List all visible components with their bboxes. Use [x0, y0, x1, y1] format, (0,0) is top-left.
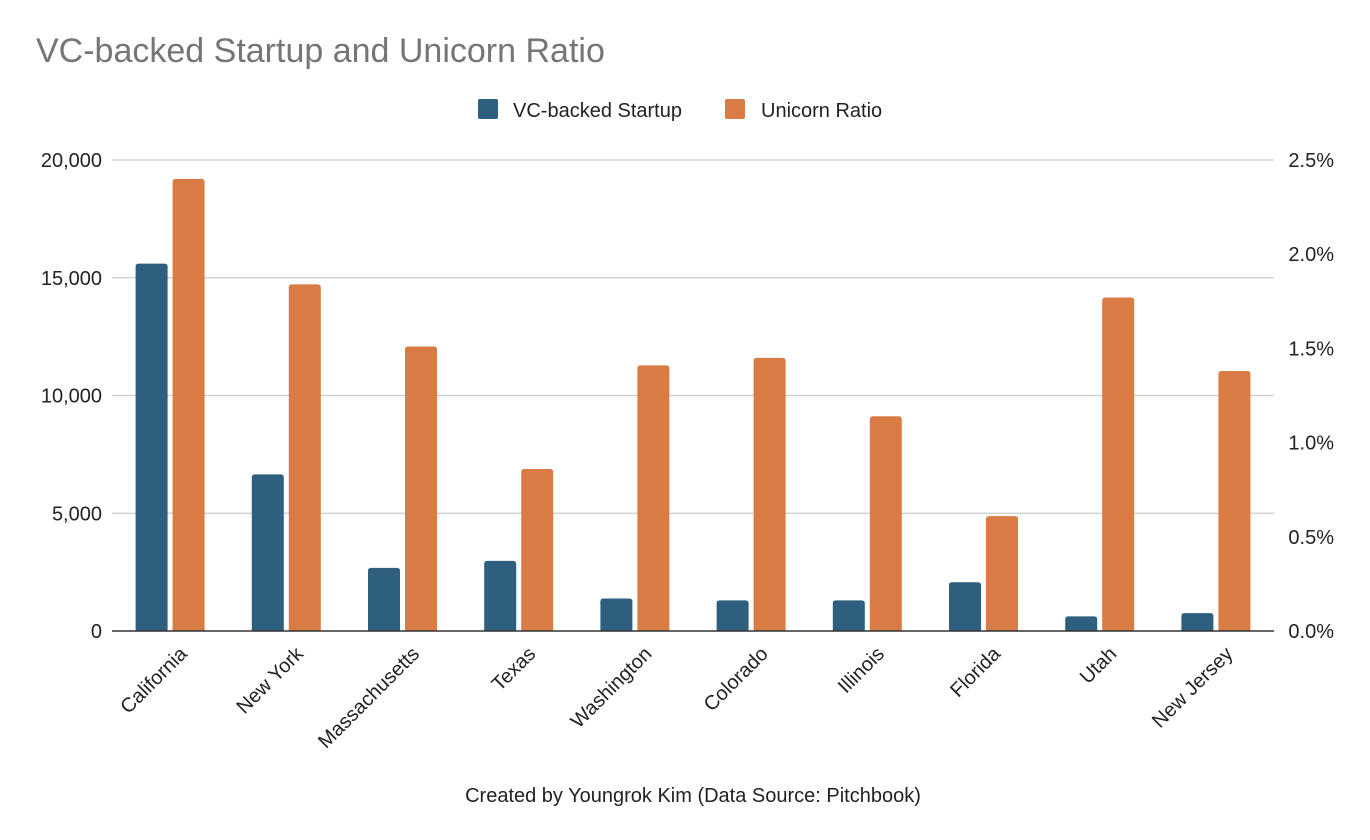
bar-vc-backed-startup-illinois: [832, 600, 865, 631]
bar-vc-backed-startup-massachusetts: [368, 567, 400, 631]
bars: [135, 178, 1251, 631]
y-left-tick-label: 20,000: [41, 150, 102, 172]
bar-unicorn-ratio-california: [172, 178, 205, 631]
bar-unicorn-ratio-new-york: [288, 284, 321, 631]
legend-label-unicorn-ratio: Unicorn Ratio: [761, 100, 882, 122]
y-right-tick-label: 2.0%: [1288, 244, 1334, 266]
y-right-tick-label: 0.5%: [1288, 527, 1334, 549]
legend-swatch-vc-backed-startup: [478, 99, 498, 119]
x-category-label: Massachusetts: [314, 643, 424, 753]
y-left-tick-label: 5,000: [52, 503, 102, 525]
bar-vc-backed-startup-new-york: [251, 474, 284, 631]
bar-unicorn-ratio-florida: [986, 516, 1018, 631]
y-right-tick-label: 2.5%: [1288, 150, 1334, 172]
x-category-label: Colorado: [700, 643, 773, 716]
y-right-tick-label: 1.5%: [1288, 338, 1334, 360]
y-right-tick-label: 0.0%: [1288, 621, 1334, 643]
legend-swatch-unicorn-ratio: [725, 99, 745, 119]
x-category-label: New Jersey: [1148, 643, 1237, 732]
y-axis-right: 0.0% 0.5% 1.0% 1.5% 2.0% 2.5%: [1288, 150, 1334, 643]
bar-unicorn-ratio-utah: [1102, 297, 1135, 631]
y-left-tick-label: 15,000: [41, 268, 102, 290]
bar-unicorn-ratio-illinois: [869, 416, 902, 631]
x-category-label: New York: [233, 642, 309, 718]
bar-vc-backed-startup-texas: [484, 560, 517, 631]
chart-title: VC-backed Startup and Unicorn Ratio: [36, 32, 605, 70]
x-category-label: California: [116, 642, 192, 718]
x-category-label: Illinois: [834, 643, 889, 698]
y-axis-left: 0 5,000 10,000 15,000 20,000: [41, 150, 102, 643]
x-category-label: Utah: [1076, 643, 1121, 688]
gridlines: [112, 159, 1274, 514]
bar-vc-backed-startup-washington: [600, 598, 633, 631]
bar-vc-backed-startup-florida: [949, 582, 981, 631]
bar-vc-backed-startup-utah: [1065, 616, 1098, 631]
x-category-label: Washington: [567, 643, 657, 733]
bar-vc-backed-startup-california: [135, 263, 168, 631]
y-left-tick-label: 10,000: [41, 386, 102, 408]
legend: VC-backed Startup Unicorn Ratio: [478, 99, 882, 122]
x-axis-label: Created by Youngrok Kim (Data Source: Pi…: [465, 785, 921, 807]
y-right-tick-label: 1.0%: [1288, 433, 1334, 455]
bar-unicorn-ratio-texas: [521, 468, 554, 631]
bar-unicorn-ratio-massachusetts: [405, 346, 437, 631]
x-axis-categories: California New York Massachusetts Texas Wash…: [116, 642, 1237, 753]
bar-vc-backed-startup-new-jersey: [1181, 613, 1214, 631]
legend-label-vc-backed-startup: VC-backed Startup: [513, 100, 682, 122]
bar-unicorn-ratio-washington: [637, 365, 670, 631]
bar-vc-backed-startup-colorado: [716, 600, 749, 631]
bar-unicorn-ratio-new-jersey: [1218, 371, 1251, 631]
x-category-label: Florida: [946, 642, 1005, 701]
x-category-label: Texas: [488, 643, 541, 696]
y-left-tick-label: 0: [91, 621, 102, 643]
bar-unicorn-ratio-colorado: [753, 357, 786, 631]
